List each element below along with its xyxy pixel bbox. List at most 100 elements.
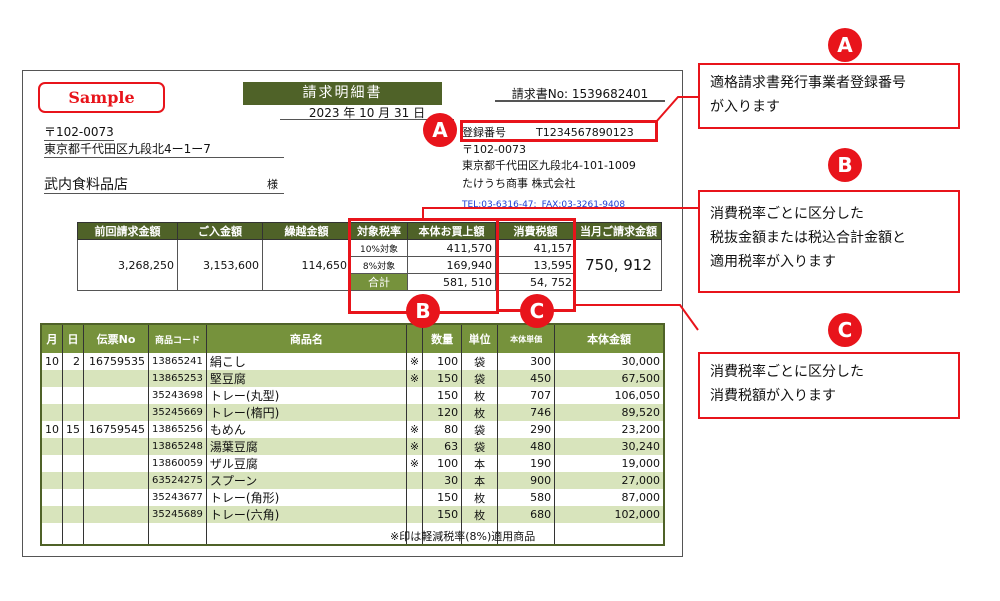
quantity-cell: 100	[422, 353, 463, 370]
amount-cell: 27,000	[554, 472, 665, 489]
quantity-cell: 150	[422, 489, 463, 506]
col-amount: 本体お買上額	[407, 222, 496, 240]
amount-total: 581, 510	[407, 273, 496, 291]
quantity-cell: 100	[422, 455, 463, 472]
col-rate: 対象税率	[350, 222, 408, 240]
slip-no-cell	[83, 438, 149, 455]
product-name-cell: もめん	[206, 421, 407, 438]
month-cell: 10	[41, 353, 63, 370]
callout-b: 消費税率ごとに区分した 税抜金額または税込合計金額と 適用税率が入ります	[698, 190, 960, 293]
amount-cell: 67,500	[554, 370, 665, 387]
slip-no-cell: 16759545	[83, 421, 149, 438]
reduced-mark-cell: ※	[406, 421, 424, 438]
reg-label: 登録番号	[462, 126, 506, 139]
col-paid: ご入金額	[177, 222, 263, 240]
amount-10: 411,570	[407, 239, 496, 257]
unit-cell: 枚	[461, 404, 499, 421]
marker-a: A	[423, 113, 457, 147]
customer-name-text: 武内食料品店	[44, 177, 128, 193]
callout-b-marker: B	[828, 148, 862, 182]
day-cell	[62, 387, 84, 404]
callout-c-line: 消費税額が入ります	[710, 388, 836, 404]
document-title: 請求明細書	[243, 82, 442, 105]
product-name-cell: 湯葉豆腐	[206, 438, 407, 455]
invoice-number: 請求書No: 1539682401	[495, 85, 665, 102]
col-total: 当月ご請求金額	[575, 222, 662, 240]
reduced-mark-cell: ※	[406, 353, 424, 370]
product-code-cell: 35243698	[148, 387, 207, 404]
day-cell: 2	[62, 353, 84, 370]
slip-no-cell	[83, 455, 149, 472]
day-cell	[62, 404, 84, 421]
highlight-box-a	[460, 120, 658, 142]
table-row: 35243677 トレー(角形) 150 枚 580 87,000	[41, 489, 665, 506]
unit-cell: 袋	[461, 353, 499, 370]
product-code-cell: 13865256	[148, 421, 207, 438]
product-name-cell: スプーン	[206, 472, 407, 489]
callout-b-line: 消費税率ごとに区分した	[710, 206, 864, 222]
table-row: 13860059 ザル豆腐 ※ 100 本 190 19,000	[41, 455, 665, 472]
reduced-mark-cell: ※	[406, 455, 424, 472]
product-code-cell: 63524275	[148, 472, 207, 489]
day-cell	[62, 438, 84, 455]
col-day: 日	[62, 324, 84, 353]
quantity-cell: 30	[422, 472, 463, 489]
col-carryover: 繰越金額	[262, 222, 351, 240]
slip-no-cell: 16759535	[83, 353, 149, 370]
reduced-mark-cell	[406, 489, 424, 506]
quantity-cell: 150	[422, 370, 463, 387]
reduced-mark-cell: ※	[406, 438, 424, 455]
callout-b-line: 税抜金額または税込合計金額と	[710, 230, 906, 246]
callout-c-marker: C	[828, 313, 862, 347]
amount-cell: 23,200	[554, 421, 665, 438]
amount-cell: 30,000	[554, 353, 665, 370]
unit-price-cell: 680	[497, 506, 556, 523]
unit-price-cell: 900	[497, 472, 556, 489]
reduced-mark-cell	[406, 472, 424, 489]
month-cell	[41, 438, 63, 455]
day-cell	[62, 472, 84, 489]
product-code-cell	[148, 523, 207, 545]
callout-b-line: 適用税率が入ります	[710, 254, 836, 270]
paid-amount: 3,153,600	[177, 239, 263, 291]
table-row: 10 2 16759535 13865241 絹こし ※ 100 袋 300 30,000	[41, 353, 665, 370]
day-cell	[62, 370, 84, 387]
reduced-mark-cell	[406, 404, 424, 421]
table-row: 10 15 16759545 13865256 もめん ※ 80 袋 290 23,200	[41, 421, 665, 438]
product-name-cell: トレー(丸型)	[206, 387, 407, 404]
customer-zip: 〒102-0073	[44, 125, 114, 141]
quantity-cell: 80	[422, 421, 463, 438]
table-row: 63524275 スプーン 30 本 900 27,000	[41, 472, 665, 489]
month-cell: 10	[41, 421, 63, 438]
reg-no: T1234567890123	[536, 126, 634, 139]
unit-cell: 袋	[461, 370, 499, 387]
marker-b: B	[406, 294, 440, 328]
quantity-cell: 150	[422, 387, 463, 404]
reduced-tax-note: ※印は軽減税率(8%)適用商品	[390, 530, 536, 543]
amount-cell: 106,050	[554, 387, 665, 404]
total-amount: 750, 912	[575, 239, 662, 291]
col-previous: 前回請求金額	[77, 222, 178, 240]
unit-price-cell: 580	[497, 489, 556, 506]
day-cell	[62, 489, 84, 506]
fax-link[interactable]: FAX:03-3261-9408	[541, 200, 626, 210]
unit-price-cell: 707	[497, 387, 556, 404]
col-month: 月	[41, 324, 63, 353]
amount-cell: 87,000	[554, 489, 665, 506]
unit-cell: 枚	[461, 387, 499, 404]
sample-stamp: Sample	[38, 82, 165, 113]
table-row: 13865253 堅豆腐 ※ 150 袋 450 67,500	[41, 370, 665, 387]
tel-link[interactable]: TEL:03-6316-47:	[462, 200, 537, 210]
slip-no-cell	[83, 404, 149, 421]
product-code-cell: 35243677	[148, 489, 207, 506]
callout-a-marker: A	[828, 28, 862, 62]
callout-c-line: 消費税率ごとに区分した	[710, 364, 864, 380]
slip-no-cell	[83, 472, 149, 489]
product-code-cell: 13865241	[148, 353, 207, 370]
customer-name: 武内食料品店 様	[44, 174, 284, 194]
issuer-address: 東京都千代田区九段北4-101-1009	[462, 159, 636, 172]
table-row: 35243698 トレー(丸型) 150 枚 707 106,050	[41, 387, 665, 404]
unit-cell: 本	[461, 455, 499, 472]
quantity-cell: 150	[422, 506, 463, 523]
amount-cell: 102,000	[554, 506, 665, 523]
